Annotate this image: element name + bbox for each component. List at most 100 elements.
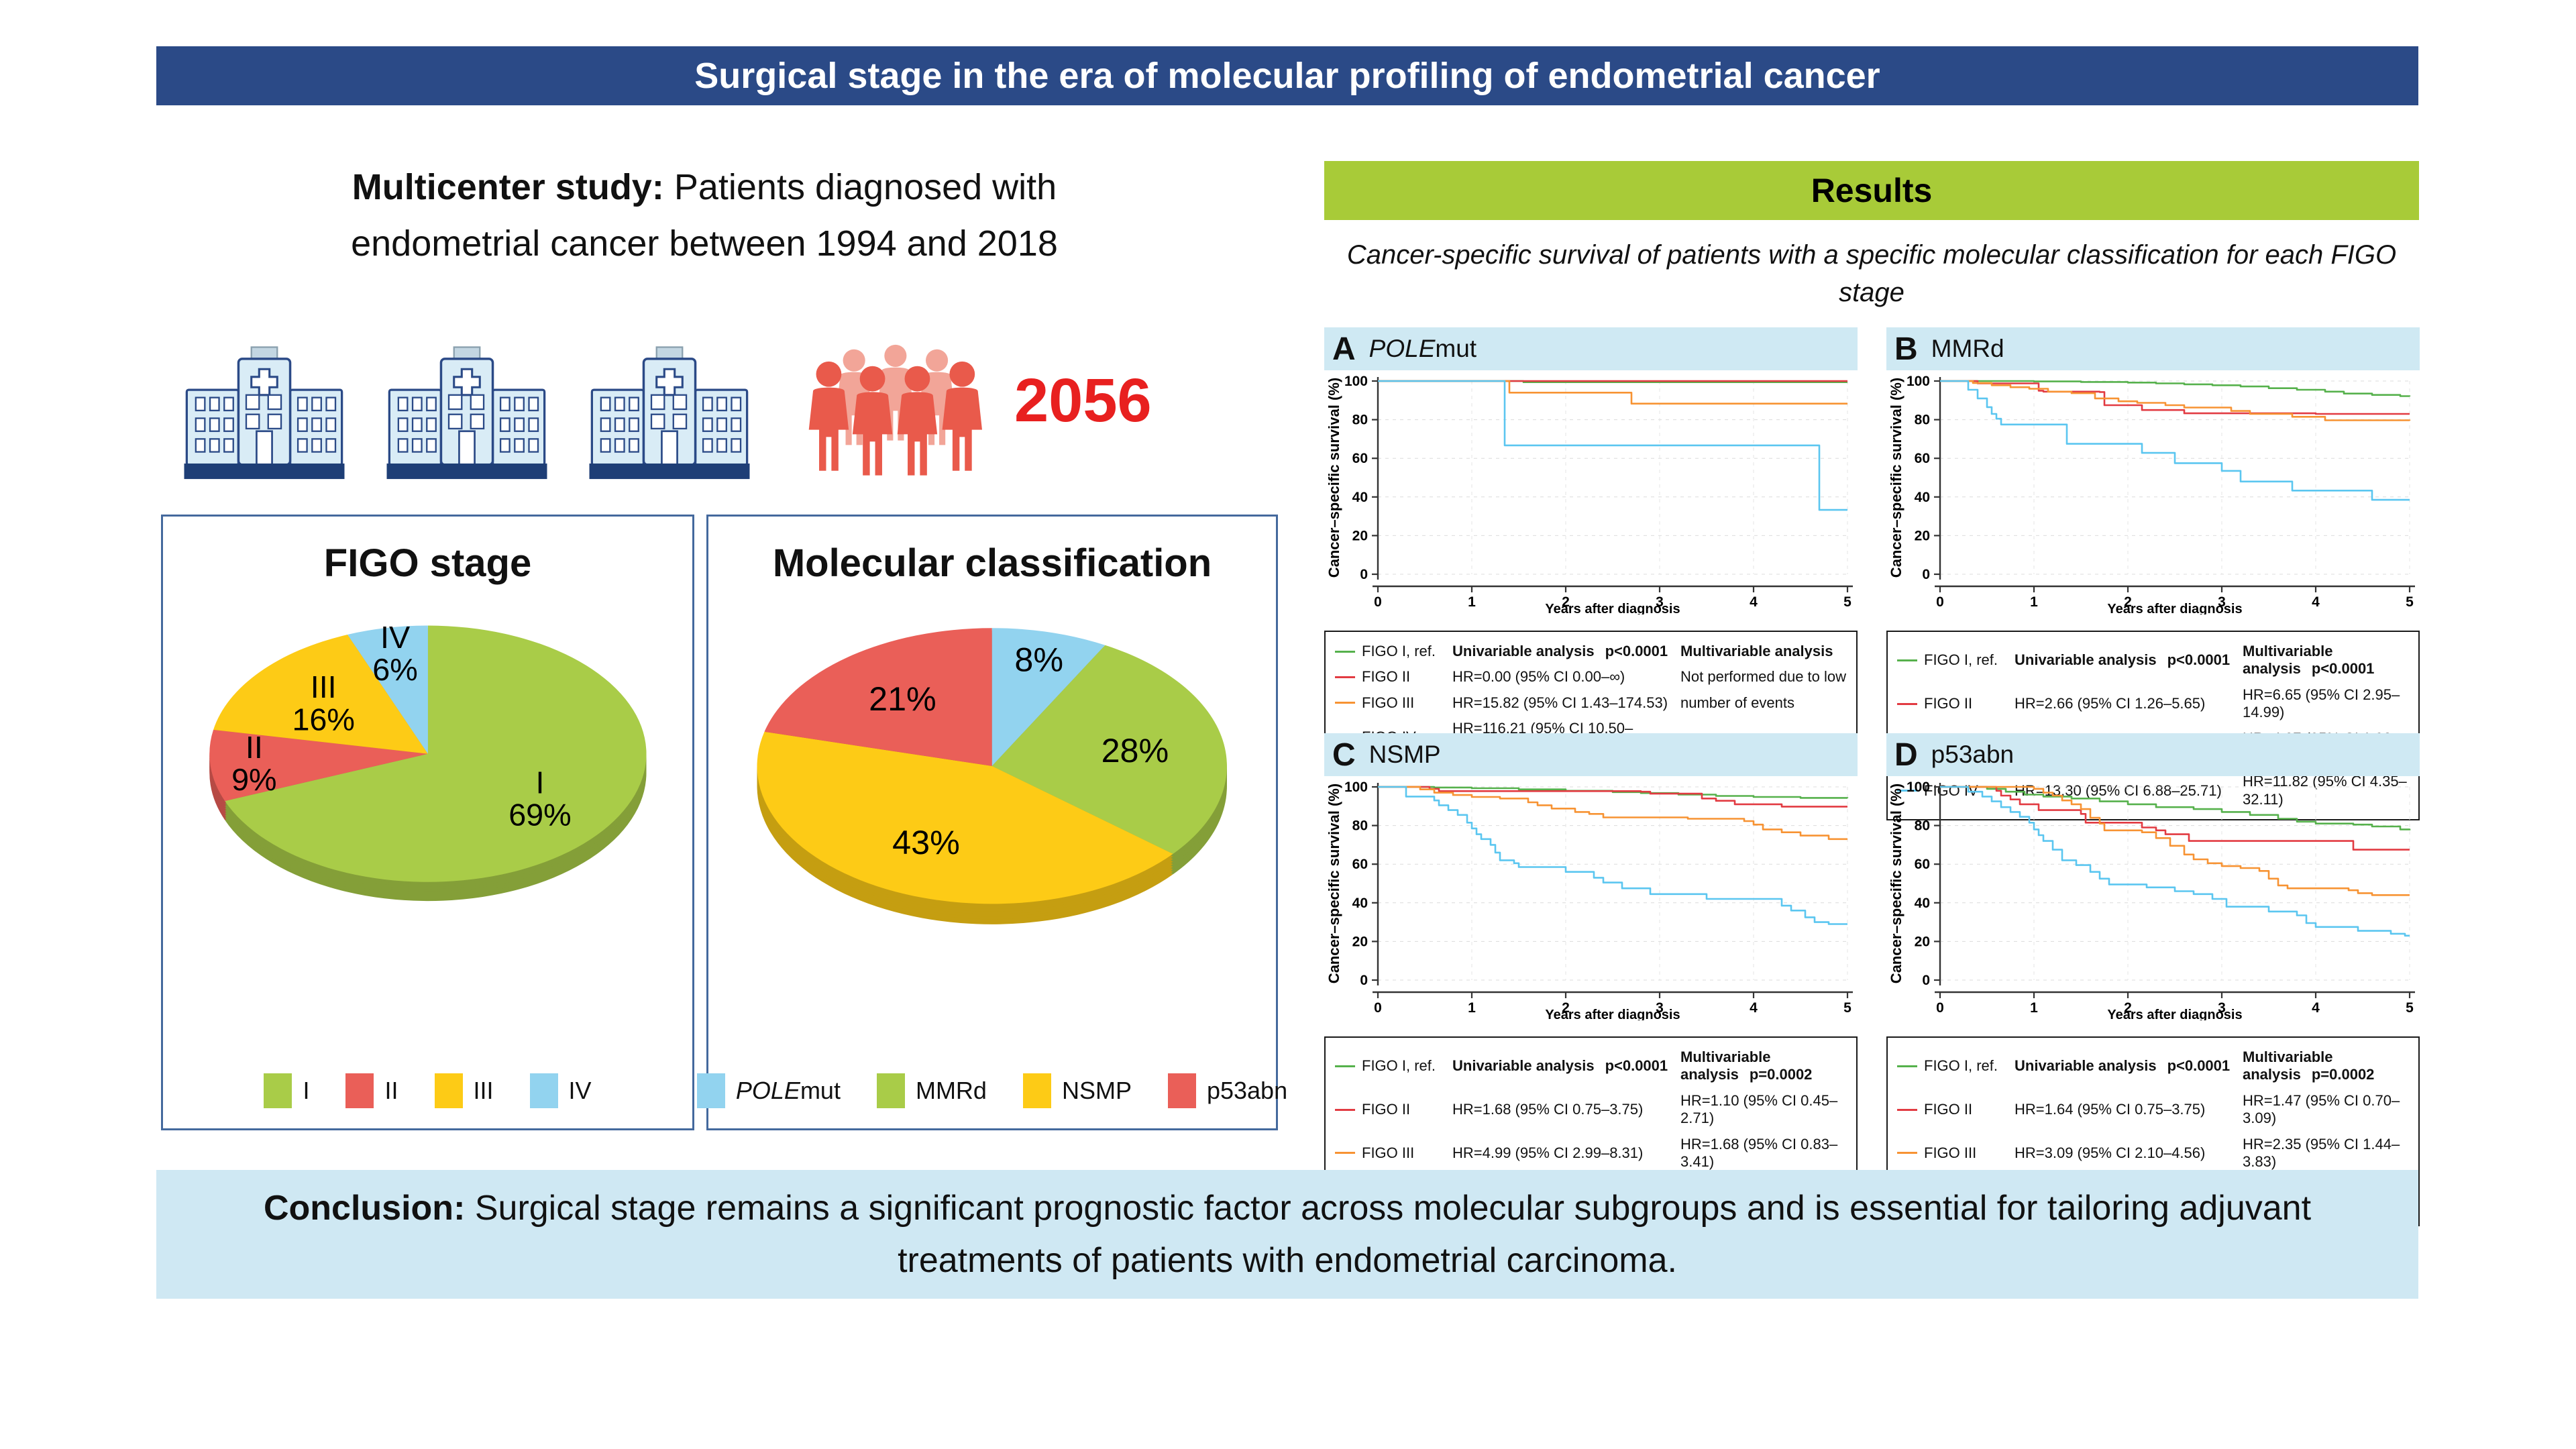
svg-text:3: 3 — [2218, 594, 2226, 610]
pie-slice-III — [213, 634, 428, 754]
multivariable-cell: HR=6.65 (95% CI 2.95–14.99) — [2243, 686, 2400, 721]
results-subtitle: Cancer-specific survival of patients wit… — [1346, 240, 2397, 307]
svg-text:1: 1 — [1468, 1000, 1476, 1016]
panel-header-A: A POLEmut — [1324, 327, 1858, 370]
svg-text:5: 5 — [1843, 1000, 1851, 1016]
km-curve-FIGO-II — [1940, 380, 2410, 415]
svg-text:5: 5 — [1843, 594, 1851, 610]
pie-slice-NSMP — [757, 731, 1173, 904]
univariable-cell: HR=2.66 (95% CI 1.26–5.65) — [2015, 694, 2206, 712]
panel-letter: D — [1894, 737, 1918, 773]
univariable-cell: Univariable analysis p<0.0001 — [2015, 651, 2231, 669]
panel-header-B: B MMRd — [1886, 327, 2420, 370]
hr-legend-FIGO-III: FIGO III — [1335, 1144, 1452, 1162]
patient-count: 2056 — [1014, 366, 1152, 435]
hospital-icons — [180, 338, 754, 480]
study-line-1: Multicenter study: Patients diagnosed wi… — [352, 167, 1057, 207]
study-icons-row: 2056 — [180, 321, 1240, 480]
km-curve-FIGO-IV — [1940, 786, 2410, 937]
legend-swatch — [345, 1073, 374, 1108]
conclusion-text: Conclusion: Surgical stage remains a sig… — [263, 1189, 2312, 1280]
panel-title: p53abn — [1931, 741, 2015, 768]
svg-text:60: 60 — [1915, 857, 1930, 872]
study-line-2: endometrial cancer between 1994 and 2018 — [351, 223, 1058, 264]
y-axis-label: Cancer–specific survival (%) — [1326, 784, 1342, 983]
legend-line-swatch — [1335, 650, 1355, 653]
pie-slice-I — [224, 625, 647, 882]
panel-title: NSMP — [1368, 741, 1441, 768]
pie-label: 69% — [508, 798, 571, 833]
conclusion-banner: Conclusion: Surgical stage remains a sig… — [156, 1170, 2418, 1299]
figo-pie-title: FIGO stage — [323, 541, 532, 585]
pie-label: 28% — [1102, 732, 1169, 769]
pie-slice-IV — [347, 625, 428, 754]
svg-text:4: 4 — [1750, 594, 1758, 610]
km-chart-D: 0 20 40 60 80 100 0 1 2 3 4 5 Years after diagnosis C… — [1888, 780, 2415, 1020]
multivariable-cell: Multivariable analysis p=0.0002 — [1680, 1049, 1813, 1083]
legend-item-IV: IV — [529, 1073, 592, 1108]
univariable-cell: HR=1.68 (95% CI 0.75–3.75) — [1452, 1100, 1644, 1118]
pie-slice-POLEmut — [991, 628, 1106, 766]
svg-text:5: 5 — [2406, 1000, 2414, 1016]
svg-text:3: 3 — [1656, 1000, 1664, 1016]
pie-label: II — [245, 730, 262, 765]
svg-text:20: 20 — [1915, 528, 1930, 543]
x-axis-label: Years after diagnosis — [1545, 1008, 1680, 1020]
hospital-icon — [386, 346, 547, 480]
y-axis-label: Cancer–specific survival (%) — [1888, 378, 1904, 578]
multivariable-cell: Multivariable analysis p=0.0002 — [2243, 1049, 2375, 1083]
hospital-icon — [184, 346, 345, 480]
svg-text:60: 60 — [1352, 857, 1368, 872]
svg-text:40: 40 — [1915, 490, 1930, 505]
svg-text:40: 40 — [1352, 896, 1368, 911]
km-chart-B: 0 20 40 60 80 100 0 1 2 3 4 5 Years after diagnosis C… — [1888, 374, 2415, 614]
panel-letter: C — [1332, 737, 1356, 773]
svg-text:100: 100 — [1907, 374, 1930, 389]
legend-line-swatch — [1335, 1152, 1355, 1155]
svg-text:20: 20 — [1915, 934, 1930, 949]
svg-text:0: 0 — [1936, 594, 1944, 610]
panel-header-C: C NSMP — [1324, 733, 1858, 776]
legend-swatch — [1167, 1073, 1196, 1108]
molecular-pie-title: Molecular classification — [772, 541, 1212, 585]
legend-swatch — [696, 1073, 725, 1108]
svg-text:1: 1 — [2030, 594, 2038, 610]
svg-text:0: 0 — [1360, 973, 1368, 988]
pie-label: 43% — [892, 824, 960, 861]
legend-item-MMRd: MMRd — [876, 1073, 987, 1108]
km-curve-FIGO-I — [1940, 786, 2411, 830]
svg-text:2: 2 — [1562, 1000, 1570, 1016]
title-banner: Surgical stage in the era of molecular p… — [156, 46, 2418, 105]
multivariable-cell: HR=1.47 (95% CI 0.70–3.09) — [2243, 1091, 2400, 1127]
svg-text:100: 100 — [1907, 780, 1930, 795]
svg-text:4: 4 — [2312, 594, 2320, 610]
molecular-classification-box: Molecular classification 8% 28% 43% 21% POL… — [696, 515, 1287, 1130]
svg-text:0: 0 — [1922, 973, 1930, 988]
figo-pie-legend: I II III IV — [264, 1073, 592, 1108]
panel-letter: A — [1332, 331, 1356, 367]
univariable-cell: HR=15.82 (95% CI 1.43–174.53) — [1452, 694, 1668, 711]
pie-label: 8% — [1015, 641, 1064, 678]
page-title: Surgical stage in the era of molecular p… — [694, 56, 1880, 96]
pie-label: 21% — [869, 680, 936, 718]
km-curve-FIGO-III — [1940, 786, 2410, 896]
univariable-cell: HR=3.09 (95% CI 2.10–4.56) — [2015, 1144, 2206, 1161]
multivariable-cell: number of events — [1680, 694, 1794, 711]
svg-text:1: 1 — [1468, 594, 1476, 610]
svg-text:80: 80 — [1915, 413, 1930, 428]
svg-text:4: 4 — [1750, 1000, 1758, 1016]
legend-line-swatch — [1897, 1152, 1917, 1155]
svg-text:0: 0 — [1374, 594, 1382, 610]
svg-text:80: 80 — [1352, 818, 1368, 834]
univariable-cell: HR=0.00 (95% CI 0.00–∞) — [1452, 668, 1625, 686]
legend-item-I: I — [264, 1073, 309, 1108]
legend-swatch — [434, 1073, 463, 1108]
survival-panel-B: B MMRd 0 20 40 60 80 100 0 1 2 3 4 5 Years after dia… — [1886, 327, 2420, 821]
pie-label: III — [310, 669, 336, 704]
hr-legend-FIGO-I-ref-: FIGO I, ref. — [1897, 1057, 2015, 1075]
legend-line-swatch — [1335, 1065, 1355, 1067]
panel-title: MMRd — [1931, 335, 2004, 362]
svg-text:2: 2 — [2124, 594, 2132, 610]
survival-panel-C: C NSMP 0 20 40 60 80 100 0 1 2 3 4 5 Years after dia… — [1324, 733, 1858, 1227]
